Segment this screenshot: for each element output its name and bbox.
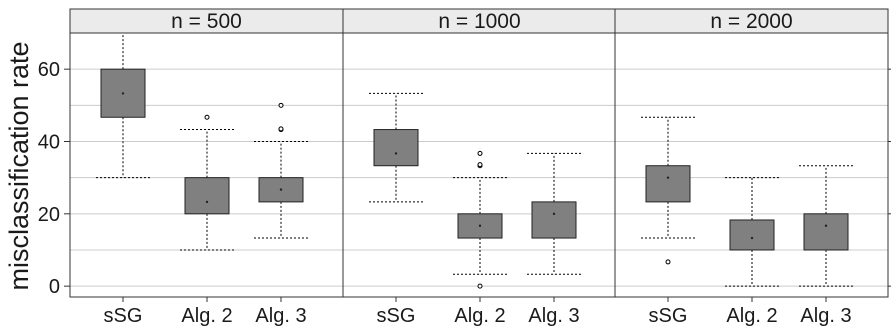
median-marker — [824, 224, 828, 227]
median-marker — [394, 152, 398, 155]
facet-strip-label: n = 1000 — [438, 10, 520, 33]
outlier-point — [477, 162, 483, 168]
box-group — [254, 102, 308, 239]
facet-strip — [69, 8, 344, 34]
facet-panel: n = 1000 sSG Alg. 2 Alg. 3 — [342, 8, 617, 326]
y-tick-label: 60 — [38, 59, 60, 81]
box-iqr — [531, 201, 577, 239]
facet-panel: n = 2000 sSG Alg. 2 Alg. 3 — [614, 8, 891, 326]
x-tick-label: Alg. 2 — [454, 305, 505, 326]
box-group — [180, 114, 234, 251]
box-group — [369, 92, 423, 203]
box-group — [527, 152, 581, 275]
box-group — [799, 165, 853, 287]
facet-strip-label: n = 2000 — [710, 10, 792, 33]
facet-panels: n = 500 sSG Alg. 2 Alg. 3 n = 1000 sSG Alg. 2 A… — [69, 8, 891, 326]
x-tick-label: Alg. 3 — [528, 305, 579, 326]
y-tick-label: 40 — [38, 131, 60, 153]
box-iqr — [373, 129, 419, 167]
median-marker — [750, 236, 754, 240]
box-iqr — [729, 219, 775, 251]
median-marker — [121, 92, 125, 95]
median-marker — [552, 212, 556, 216]
median-marker — [279, 188, 283, 191]
y-tick-label: 0 — [49, 276, 60, 298]
box-group — [96, 32, 150, 179]
box-iqr — [803, 213, 849, 251]
x-tick-label: Alg. 3 — [255, 305, 306, 326]
facet-panel: n = 500 sSG Alg. 2 Alg. 3 — [69, 8, 344, 326]
x-tick-label: sSG — [649, 305, 688, 326]
box-iqr — [184, 177, 230, 215]
box-group — [641, 116, 695, 265]
facet-strip — [614, 8, 889, 34]
x-tick-label: sSG — [104, 305, 143, 326]
median-marker — [666, 176, 670, 179]
x-tick-label: Alg. 2 — [181, 305, 232, 326]
box-group — [453, 150, 507, 289]
outlier-point — [477, 150, 483, 156]
x-tick-label: sSG — [377, 305, 416, 326]
y-axis-label: misclassification rate — [4, 41, 34, 290]
outlier-point — [278, 126, 284, 132]
x-tick-label: Alg. 3 — [800, 305, 851, 326]
outlier-point — [204, 114, 210, 120]
y-axis: 0 20 40 60 — [38, 59, 70, 298]
box-group — [725, 177, 779, 287]
median-marker — [205, 200, 209, 204]
median-marker — [478, 224, 482, 227]
box-iqr — [645, 165, 691, 203]
facet-strip — [342, 8, 617, 34]
panel-background — [615, 33, 888, 297]
box-iqr — [100, 68, 146, 118]
outlier-point — [665, 259, 671, 265]
x-tick-label: Alg. 2 — [726, 305, 777, 326]
outlier-point — [278, 102, 284, 108]
facet-strip-label: n = 500 — [171, 10, 242, 33]
outlier-point — [477, 283, 483, 289]
y-tick-label: 20 — [38, 204, 60, 226]
